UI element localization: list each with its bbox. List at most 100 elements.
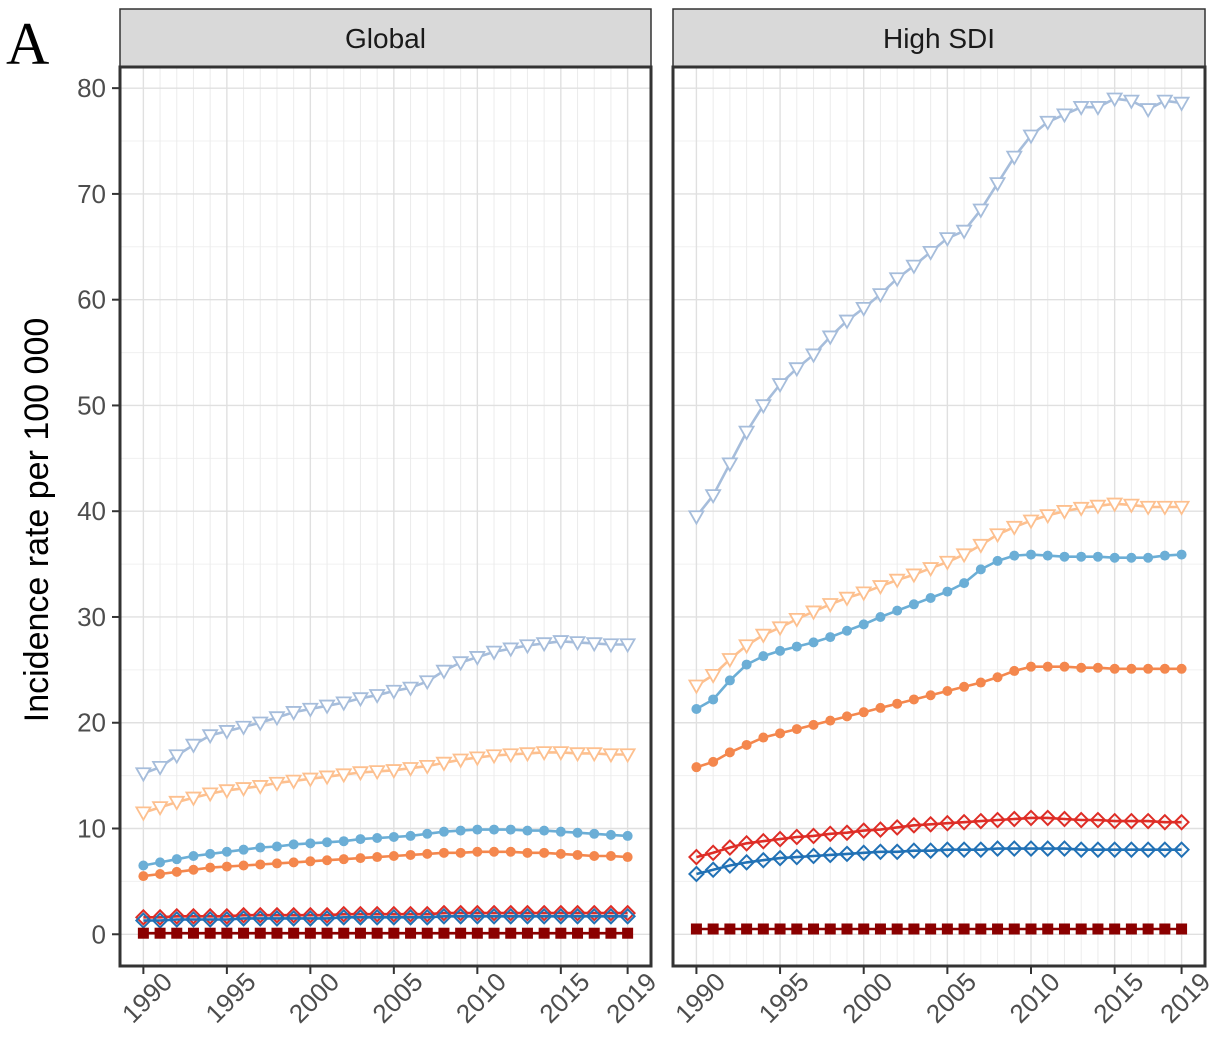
data-point (872, 843, 889, 861)
data-point (388, 927, 400, 939)
data-point (1056, 810, 1073, 828)
data-point (335, 905, 353, 923)
data-point (1159, 550, 1170, 561)
data-point (972, 538, 990, 554)
data-point (151, 761, 169, 776)
data-point (385, 908, 403, 926)
data-point (922, 842, 940, 860)
data-point (235, 909, 252, 927)
data-point (555, 927, 567, 939)
data-point (1022, 129, 1040, 145)
data-point (858, 923, 870, 935)
data-point (858, 619, 869, 630)
data-point (238, 927, 250, 939)
data-point (452, 904, 470, 922)
data-point (288, 927, 300, 939)
data-point (619, 748, 637, 764)
data-point (791, 641, 802, 652)
data-point (552, 907, 570, 925)
x-tick-label: 2005 (366, 967, 428, 1029)
data-point (791, 724, 802, 735)
data-point (555, 848, 566, 859)
y-tick-label: 70 (77, 179, 106, 209)
data-point (691, 703, 702, 714)
panel-strip (672, 8, 1206, 68)
data-point (838, 591, 856, 607)
series-0-triangle-down (134, 635, 637, 783)
data-point (184, 791, 203, 807)
data-point (1122, 94, 1140, 110)
data-point (505, 846, 516, 857)
data-point (235, 720, 253, 736)
data-point (585, 907, 603, 925)
data-point (721, 857, 739, 874)
data-point (318, 909, 336, 927)
data-point (738, 639, 756, 655)
data-point (841, 711, 852, 722)
data-point (975, 677, 986, 688)
data-point (1122, 841, 1140, 859)
data-point (255, 842, 266, 853)
data-point (221, 861, 232, 872)
data-point (1089, 101, 1107, 117)
data-point (422, 848, 433, 859)
data-point (602, 748, 620, 764)
data-point (218, 725, 236, 741)
data-point (724, 747, 735, 758)
data-point (738, 834, 756, 852)
data-point (938, 841, 956, 859)
data-point (352, 905, 369, 923)
data-point (922, 562, 940, 578)
data-point (372, 852, 383, 863)
data-point (569, 907, 586, 925)
data-point (958, 923, 970, 935)
data-point (455, 825, 466, 836)
data-point (402, 905, 419, 923)
data-point (1159, 663, 1170, 674)
data-point (1156, 841, 1174, 859)
data-point (372, 833, 383, 844)
data-point (502, 904, 520, 922)
data-point (385, 905, 403, 923)
data-point (468, 904, 486, 922)
data-point (221, 846, 232, 857)
data-point (371, 927, 383, 939)
data-point (1109, 663, 1120, 674)
x-tick-label: 1995 (753, 967, 815, 1029)
data-point (838, 824, 856, 842)
data-point (452, 656, 470, 672)
data-point (438, 826, 449, 837)
data-point (254, 927, 266, 939)
data-point (1039, 809, 1057, 827)
data-point (301, 909, 319, 927)
data-point (1106, 841, 1124, 859)
data-point (741, 923, 753, 935)
data-point (205, 848, 216, 859)
data-point (187, 927, 199, 939)
panel-border (671, 65, 1207, 968)
data-point (1058, 923, 1070, 935)
data-point (418, 759, 436, 775)
x-tick-label: 2015 (1087, 967, 1149, 1029)
data-point (1139, 500, 1157, 516)
data-point (385, 684, 403, 700)
data-point (305, 856, 316, 867)
data-point (285, 706, 303, 721)
data-point (838, 845, 856, 863)
data-point (138, 860, 149, 871)
data-point (519, 907, 536, 925)
data-point (905, 259, 923, 275)
data-point (704, 861, 722, 879)
data-point (925, 592, 936, 603)
data-point (522, 847, 533, 858)
data-point (1039, 115, 1057, 131)
data-point (471, 927, 483, 939)
data-point (754, 851, 772, 869)
data-point (605, 851, 616, 862)
data-point (1089, 499, 1107, 515)
data-point (418, 905, 436, 923)
data-point (502, 642, 520, 658)
y-axis-label: Incidence rate per 100 000 (18, 318, 56, 723)
data-point (622, 852, 633, 863)
data-point (1042, 661, 1053, 672)
